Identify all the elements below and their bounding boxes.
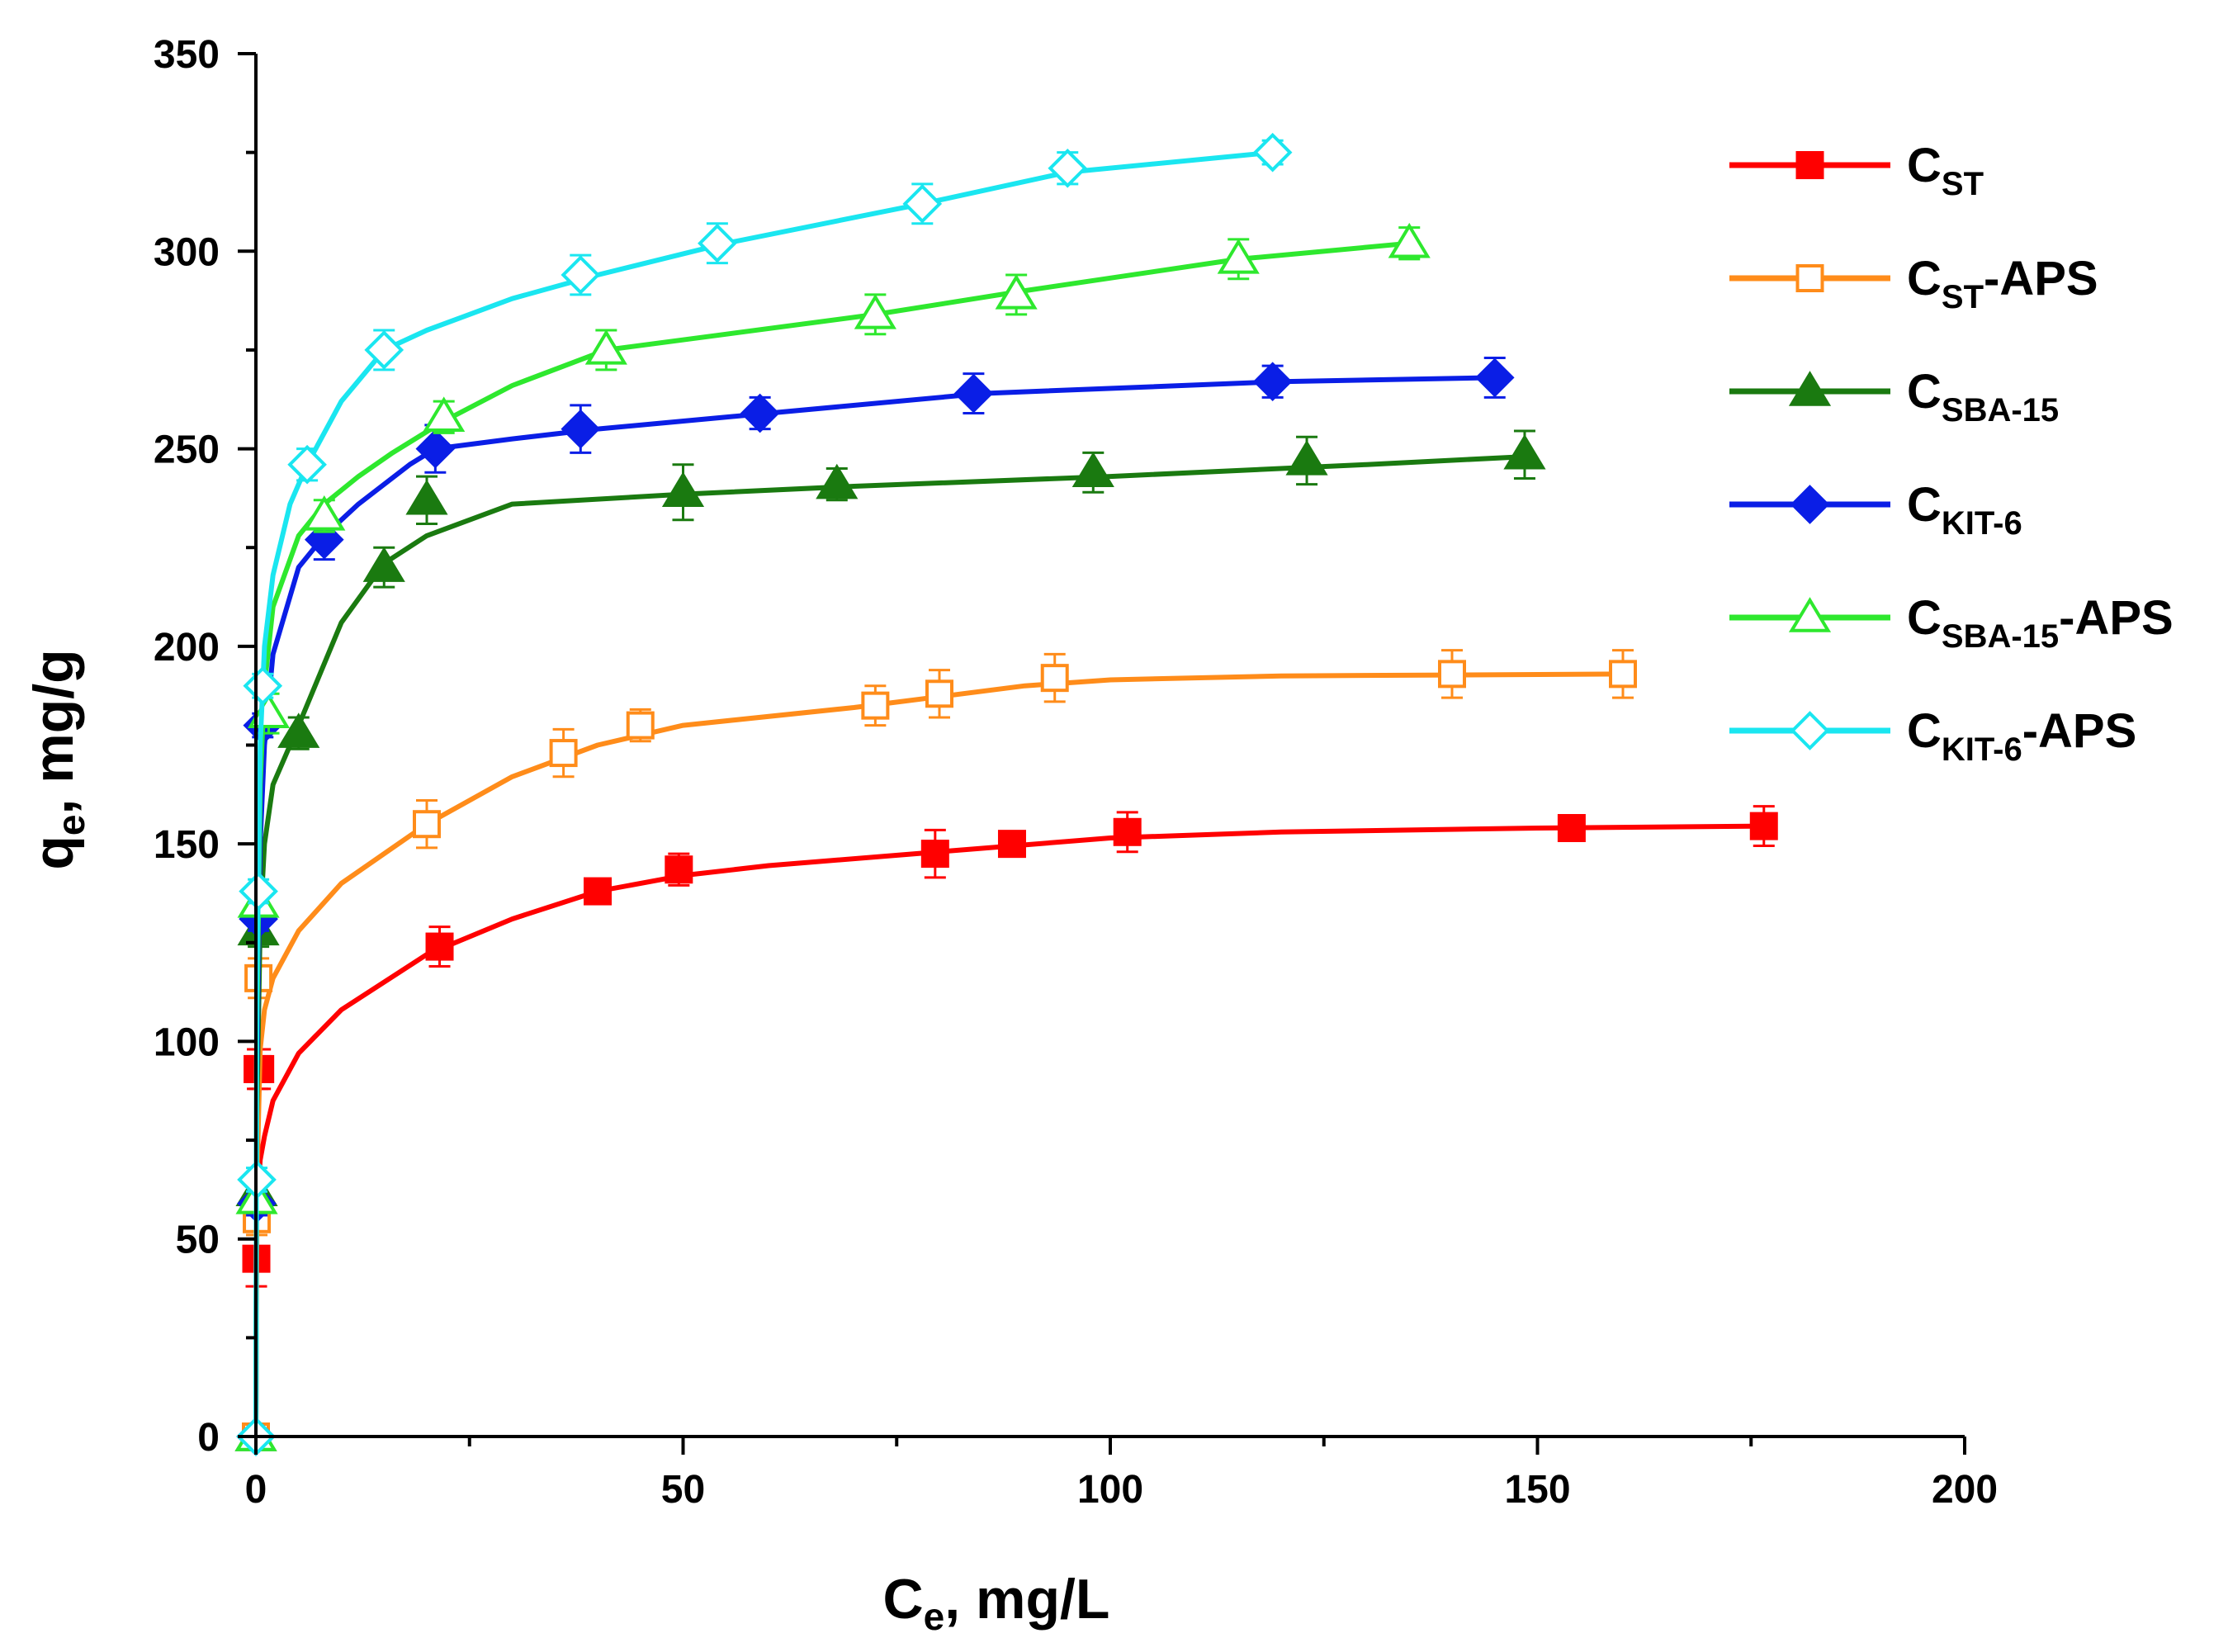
- series-line: [253, 671, 1624, 1437]
- y-tick-label: 50: [176, 1219, 220, 1262]
- data-point: [1388, 222, 1431, 258]
- data-point: [997, 830, 1026, 859]
- legend-label: CSBA-15-APS: [1907, 591, 2174, 655]
- data-point: [584, 877, 612, 906]
- data-point: [1217, 238, 1260, 274]
- data-point: [425, 932, 454, 961]
- legend-entry: CSBA-15: [1729, 365, 2059, 428]
- x-tick-label: 0: [245, 1468, 267, 1512]
- data-point: [239, 871, 278, 911]
- x-axis-title: Ce, mg/L: [883, 1568, 1110, 1638]
- data-point: [1040, 664, 1069, 693]
- legend-entry: CST-APS: [1729, 252, 2098, 315]
- y-axis-title: qe, mg/g: [22, 649, 92, 869]
- legend-label: CSBA-15: [1907, 365, 2059, 428]
- data-point: [1474, 357, 1515, 398]
- series-line: [253, 823, 1764, 1437]
- x-tick-label: 150: [1504, 1468, 1570, 1512]
- legend-entry: CKIT-6: [1729, 478, 2022, 542]
- y-axis-title-units: , mg/g: [22, 649, 85, 814]
- x-tick-label: 100: [1077, 1468, 1143, 1512]
- data-point: [953, 373, 994, 414]
- data-point: [995, 274, 1038, 310]
- series-c_st-aps: [242, 649, 1637, 1451]
- data-point: [549, 739, 578, 768]
- data-point: [362, 547, 405, 582]
- x-axis-title-units: , mg/L: [944, 1568, 1109, 1631]
- data-point: [1048, 148, 1088, 188]
- legend-label: CKIT-6-APS: [1907, 704, 2136, 768]
- data-point: [816, 463, 859, 499]
- data-point: [902, 184, 943, 224]
- legend-entry: CST: [1729, 139, 1984, 202]
- legend: CST CST-APS CSBA-15 CKIT-6 CSBA-15-APS CKIT-6…: [1729, 139, 2174, 768]
- legend-swatch-marker: [1795, 264, 1824, 292]
- series-line: [253, 149, 1273, 1437]
- data-point: [1285, 440, 1328, 476]
- legend-entry: CSBA-15-APS: [1729, 591, 2174, 655]
- data-point: [665, 855, 693, 884]
- x-axis-title-subscript: e: [924, 1595, 945, 1638]
- data-point: [661, 471, 705, 507]
- legend-swatch-marker: [1790, 711, 1830, 750]
- data-point: [1071, 452, 1114, 488]
- series-c_kit-6-aps: [236, 132, 1293, 1456]
- x-tick-label: 50: [661, 1468, 705, 1512]
- data-point: [415, 428, 456, 469]
- data-point: [277, 712, 320, 748]
- data-point: [584, 329, 627, 365]
- data-point: [861, 691, 890, 720]
- series-c_st: [242, 805, 1778, 1451]
- data-point: [920, 840, 949, 869]
- y-tick-label: 0: [197, 1416, 220, 1460]
- data-point: [243, 665, 283, 706]
- data-point: [854, 293, 896, 329]
- data-point: [1609, 660, 1637, 689]
- data-point: [364, 330, 404, 370]
- y-tick-label: 200: [154, 626, 220, 670]
- series-c_kit-6: [236, 357, 1515, 1456]
- plot-area: [234, 132, 1778, 1456]
- legend-swatch-marker: [1788, 597, 1832, 632]
- x-tick-label: 200: [1932, 1468, 1998, 1512]
- data-point: [423, 396, 466, 433]
- legend-label: CST-APS: [1907, 252, 2098, 315]
- series-line: [253, 375, 1495, 1437]
- axes: 0 50 100 150 200 250 300 350 0 50 100 150 200: [154, 33, 1998, 1512]
- data-point: [925, 679, 953, 708]
- legend-swatch-marker: [1795, 151, 1824, 179]
- data-point: [740, 393, 780, 433]
- data-point: [561, 409, 601, 449]
- data-point: [1749, 812, 1778, 840]
- legend-entry: CKIT-6-APS: [1729, 704, 2136, 768]
- data-point: [1438, 660, 1466, 689]
- data-point: [1557, 814, 1586, 842]
- data-point: [303, 495, 346, 531]
- y-tick-label: 100: [154, 1020, 220, 1064]
- data-point: [413, 810, 441, 839]
- legend-swatch-marker: [1788, 371, 1832, 406]
- y-tick-label: 250: [154, 428, 220, 472]
- data-point: [405, 479, 448, 515]
- data-point: [287, 444, 327, 485]
- data-point: [1113, 817, 1142, 846]
- y-tick-label: 350: [154, 33, 220, 77]
- data-point: [1252, 132, 1293, 173]
- legend-swatch-marker: [1790, 485, 1830, 524]
- data-point: [1252, 362, 1293, 402]
- data-point: [561, 255, 601, 295]
- data-point: [698, 223, 737, 263]
- data-point: [1503, 433, 1546, 470]
- data-point: [626, 711, 655, 740]
- y-tick-label: 150: [154, 823, 220, 867]
- y-axis-title-subscript: e: [50, 815, 92, 836]
- y-tick-label: 300: [154, 230, 220, 274]
- legend-label: CST: [1907, 139, 1984, 202]
- legend-label: CKIT-6: [1907, 478, 2022, 542]
